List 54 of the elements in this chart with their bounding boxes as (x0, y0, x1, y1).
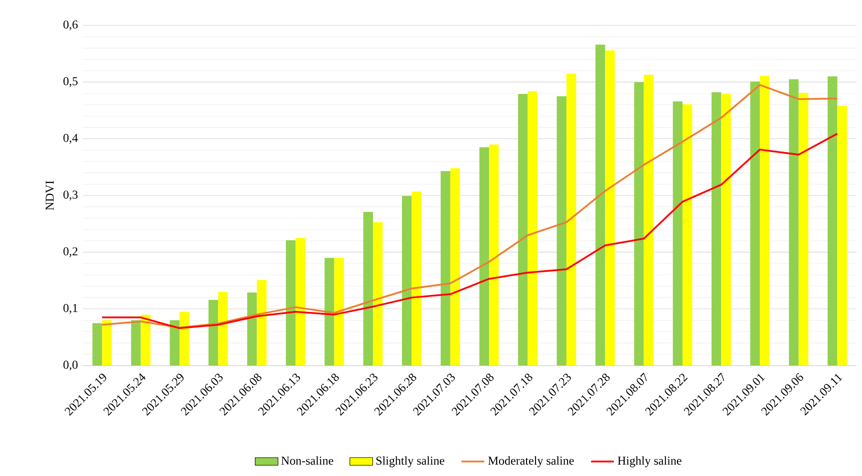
bar (363, 212, 373, 366)
bar (440, 170, 450, 366)
bar (208, 300, 218, 366)
y-tick-label: 0,0 (63, 360, 78, 370)
bar (837, 106, 847, 366)
bar (170, 320, 180, 366)
bar (798, 92, 808, 366)
bar (566, 73, 576, 366)
bar (140, 314, 150, 366)
bar (828, 76, 838, 366)
legend-label: Highly saline (618, 456, 682, 468)
y-tick-label: 0,1 (63, 304, 78, 314)
y-tick-label: 0,3 (63, 190, 78, 200)
bar (721, 94, 731, 366)
bar (489, 144, 499, 366)
legend-label: Non-saline (281, 456, 334, 465)
line-series (101, 84, 838, 328)
bar (595, 44, 606, 366)
bar (324, 258, 334, 366)
bar (450, 168, 460, 366)
bar (92, 322, 102, 366)
y-tick-label: 0,2 (63, 247, 78, 257)
y-tick-label: 0,4 (63, 134, 78, 144)
legend-label: Moderately saline (488, 456, 574, 468)
bar (102, 320, 112, 366)
bar (296, 238, 306, 366)
bar (634, 82, 644, 366)
line-series (101, 132, 838, 329)
bar (605, 50, 615, 366)
bar (218, 292, 228, 366)
bar (528, 90, 538, 366)
bar (788, 79, 799, 366)
bar (372, 222, 383, 366)
y-tick-label: 0,6 (63, 20, 78, 30)
bar (286, 240, 296, 366)
bar (179, 312, 190, 366)
bar (518, 94, 528, 366)
bar (247, 292, 257, 366)
bar (760, 76, 770, 366)
bar (131, 320, 141, 366)
legend-label: Slightly saline (376, 456, 444, 468)
bar (556, 96, 566, 366)
bar (256, 280, 267, 366)
y-tick-label: 0,5 (63, 76, 78, 87)
bar (479, 147, 490, 366)
y-axis-title: NDVI (46, 180, 54, 210)
bar (750, 81, 760, 366)
bar (682, 104, 692, 366)
bar (712, 92, 722, 366)
bar (412, 191, 422, 366)
bar (334, 258, 344, 366)
bar (402, 196, 412, 366)
bar (644, 74, 654, 366)
bar (672, 101, 683, 366)
